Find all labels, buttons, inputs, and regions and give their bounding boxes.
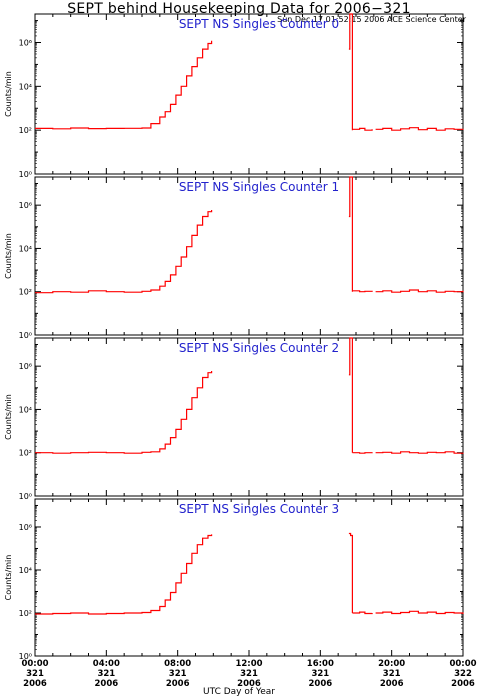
x-axis-label: UTC Day of Year [203,687,275,697]
panel-title: SEPT NS Singles Counter 3 [179,502,339,516]
y-tick-label: 10⁰ [19,170,32,179]
y-tick-label: 10² [19,288,32,297]
series-line [375,289,464,293]
series-line [35,40,213,130]
x-tick-time: 20:00 [378,659,405,669]
y-axis-label: Counts/min [4,233,13,279]
y-tick-label: 10⁴ [19,405,32,414]
series-line [375,451,464,454]
x-tick-year: 2006 [23,679,47,689]
panel-frame [34,498,464,657]
x-tick-time: 16:00 [307,659,334,669]
y-tick-label: 10⁴ [19,566,32,575]
x-tick-day: 321 [311,669,329,679]
y-tick-label: 10² [19,126,32,135]
series-line [375,610,464,615]
y-tick-label: 10⁴ [19,244,32,253]
x-tick-year: 2006 [237,679,261,689]
series-line [35,371,213,454]
panel-frame [34,176,464,336]
y-tick-label: 10⁶ [19,523,32,532]
y-tick-label: 10⁰ [19,331,32,340]
x-tick-time: 08:00 [164,659,191,669]
panel-frame [34,337,464,497]
chart-title: SEPT behind Housekeeping Data for 2006−3… [67,1,411,17]
series-line [348,532,353,613]
y-tick-label: 10⁶ [19,362,32,371]
panel-frame [34,13,464,175]
x-tick-day: 321 [26,669,44,679]
y-tick-label: 10⁶ [19,201,32,210]
series-line [352,452,373,454]
x-tick-year: 2006 [94,679,118,689]
series-line [352,290,373,293]
x-tick-time: 04:00 [93,659,120,669]
x-tick-day: 321 [240,669,258,679]
y-axis-label: Counts/min [4,394,13,440]
y-tick-label: 10² [19,609,32,618]
series-line [352,127,373,131]
x-tick-time: 00:00 [449,659,476,669]
series-line [35,210,213,294]
y-tick-label: 10⁶ [19,39,32,48]
series-line [35,534,213,615]
series-line [348,337,353,453]
x-tick-year: 2006 [451,679,475,689]
y-tick-label: 10² [19,449,32,458]
x-tick-day: 321 [169,669,187,679]
series-line [348,13,353,131]
y-tick-label: 10⁰ [19,652,32,661]
y-tick-label: 10⁰ [19,492,32,501]
x-tick-day: 322 [454,669,472,679]
series-line [348,176,353,292]
x-tick-time: 12:00 [235,659,262,669]
panel-title: SEPT NS Singles Counter 1 [179,180,339,194]
y-axis-label: Counts/min [4,555,13,601]
y-axis-label: Counts/min [4,71,13,117]
series-line [375,127,464,131]
x-tick-day: 321 [383,669,401,679]
x-tick-year: 2006 [308,679,332,689]
x-tick-time: 00:00 [21,659,48,669]
panel-title: SEPT NS Singles Counter 2 [179,341,339,355]
x-tick-year: 2006 [380,679,404,689]
y-tick-label: 10⁴ [19,82,32,91]
panel-title: SEPT NS Singles Counter 0 [179,17,339,31]
x-tick-day: 321 [97,669,115,679]
x-tick-year: 2006 [166,679,190,689]
series-line [352,611,373,615]
chart-subtitle: Sun Dec 17 01:52:15 2006 ACE Science Cen… [277,15,466,24]
